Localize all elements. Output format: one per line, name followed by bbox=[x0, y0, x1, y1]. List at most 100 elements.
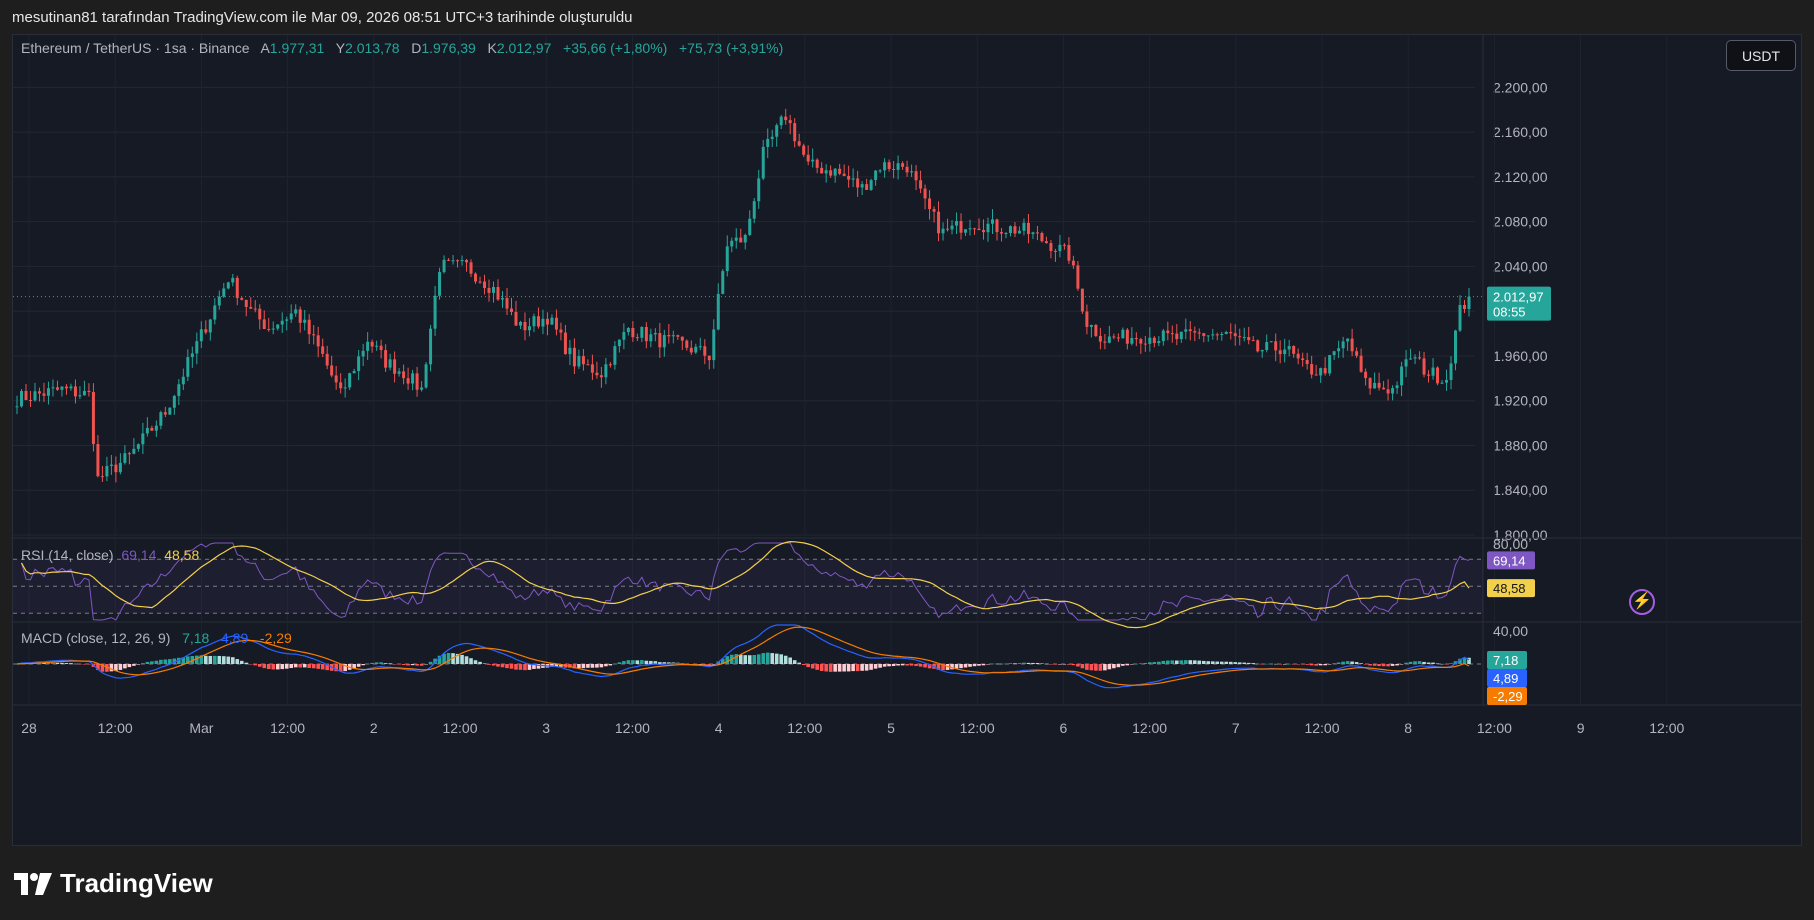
candle bbox=[999, 232, 1003, 234]
macd-hist-bar bbox=[505, 664, 509, 669]
macd-hist-bar bbox=[1381, 664, 1386, 667]
candle bbox=[941, 228, 945, 234]
macd-hist-bar bbox=[1413, 661, 1417, 664]
macd-hist-bar bbox=[145, 661, 150, 664]
candle bbox=[1242, 337, 1246, 339]
macd-hist-bar bbox=[968, 664, 972, 667]
candle bbox=[599, 375, 603, 378]
open-label: A bbox=[260, 40, 270, 56]
macd-hist-bar bbox=[1318, 664, 1323, 666]
candle bbox=[195, 341, 199, 354]
macd-hist-bar bbox=[96, 664, 100, 671]
candle bbox=[46, 388, 50, 396]
candle bbox=[694, 346, 698, 353]
macd-hist-bar bbox=[1426, 662, 1431, 664]
macd-hist-bar bbox=[136, 664, 141, 665]
candle bbox=[1292, 346, 1296, 354]
macd-legend[interactable]: MACD (close, 12, 26, 9) 7,18 4,89 -2,29 bbox=[21, 630, 292, 646]
candle bbox=[896, 163, 900, 170]
rsi-ma-tag-label: 48,58 bbox=[1493, 581, 1526, 596]
macd-hist-bar bbox=[896, 664, 900, 666]
candle bbox=[1175, 333, 1179, 340]
macd-hist-bar bbox=[765, 652, 770, 664]
candle bbox=[339, 382, 343, 389]
candle bbox=[1413, 357, 1417, 359]
macd-hist-bar bbox=[343, 664, 347, 672]
macd-hist-bar bbox=[1354, 662, 1359, 664]
chart-area[interactable]: 2.200,00 2.160,00 2.120,00 2.080,00 2.040,00… bbox=[12, 34, 1802, 846]
macd-hist-bar bbox=[1085, 664, 1089, 670]
tradingview-logo[interactable]: TradingView bbox=[14, 868, 213, 899]
rsi-legend[interactable]: RSI (14, close) 69,14 48,58 bbox=[21, 547, 199, 563]
macd-hist-bar bbox=[738, 654, 743, 664]
candle bbox=[1265, 342, 1269, 351]
macd-hist-bar bbox=[860, 664, 864, 671]
candle bbox=[779, 116, 783, 126]
macd-hist-bar bbox=[1215, 661, 1220, 664]
macd-hist-bar bbox=[1233, 662, 1238, 664]
macd-hist-bar bbox=[460, 654, 464, 664]
macd-hist-bar bbox=[837, 664, 842, 672]
macd-hist-bar bbox=[1300, 664, 1305, 665]
x-tick-label: 12:00 bbox=[1649, 720, 1684, 736]
x-tick-label: 3 bbox=[542, 720, 550, 736]
macd-hist-bar bbox=[1453, 661, 1458, 664]
candle bbox=[1220, 334, 1224, 336]
candle bbox=[487, 287, 491, 293]
candle bbox=[878, 170, 882, 172]
symbol-label[interactable]: Ethereum / TetherUS · 1sa · Binance bbox=[21, 40, 250, 56]
candle bbox=[797, 141, 801, 146]
candle bbox=[1409, 358, 1413, 360]
macd-hist-bar bbox=[1282, 664, 1287, 665]
close-label: K bbox=[487, 40, 497, 56]
candle bbox=[833, 168, 837, 176]
candle bbox=[64, 386, 68, 389]
y-tick-label: 1.800,00 bbox=[1493, 527, 1548, 543]
candle bbox=[96, 444, 100, 477]
macd-hist-bar bbox=[936, 664, 941, 670]
currency-button[interactable]: USDT bbox=[1726, 40, 1796, 71]
chart-svg[interactable]: 2.200,00 2.160,00 2.120,00 2.080,00 2.040,00… bbox=[13, 35, 1801, 845]
macd-hist-bar bbox=[226, 656, 231, 664]
macd-hist-bar bbox=[392, 664, 397, 665]
candle bbox=[626, 328, 630, 333]
candle bbox=[761, 146, 765, 179]
lightning-icon[interactable]: ⚡ bbox=[1629, 589, 1655, 615]
candle bbox=[402, 371, 406, 379]
candle bbox=[653, 333, 657, 335]
candle bbox=[307, 319, 311, 335]
candle bbox=[1049, 243, 1053, 251]
macd-hist-bar bbox=[577, 664, 581, 669]
candle bbox=[1463, 304, 1467, 310]
candle bbox=[1337, 348, 1341, 352]
macd-hist-bar bbox=[819, 664, 824, 671]
candle bbox=[658, 333, 662, 348]
macd-hist-bar bbox=[1404, 662, 1408, 664]
macd-signal-tag-label: -2,29 bbox=[1493, 689, 1523, 704]
macd-hist-bar bbox=[1314, 664, 1318, 666]
macd-hist-bar bbox=[469, 658, 473, 664]
candle bbox=[321, 346, 325, 354]
candle bbox=[447, 259, 451, 261]
x-tick-label: 12:00 bbox=[787, 720, 822, 736]
candle bbox=[1004, 233, 1008, 235]
candle bbox=[1161, 330, 1165, 342]
candle bbox=[1148, 337, 1152, 344]
macd-hist-bar bbox=[1116, 664, 1121, 668]
candle bbox=[590, 364, 594, 373]
candle bbox=[276, 324, 280, 329]
macd-hist-bar bbox=[635, 660, 640, 664]
macd-hist-bar bbox=[442, 653, 446, 664]
candle bbox=[469, 262, 473, 274]
macd-hist-bar bbox=[397, 664, 401, 665]
macd-line bbox=[16, 624, 1470, 689]
macd-hist-bar bbox=[1237, 662, 1242, 664]
tradingview-logo-icon bbox=[14, 872, 52, 895]
candle bbox=[1422, 358, 1426, 375]
macd-hist-bar bbox=[1031, 662, 1035, 664]
macd-hist-bar bbox=[42, 663, 46, 664]
candle bbox=[1008, 226, 1012, 234]
macd-hist-bar bbox=[316, 664, 320, 669]
rsi-name: RSI (14, close) bbox=[21, 547, 114, 563]
candle bbox=[100, 476, 104, 478]
